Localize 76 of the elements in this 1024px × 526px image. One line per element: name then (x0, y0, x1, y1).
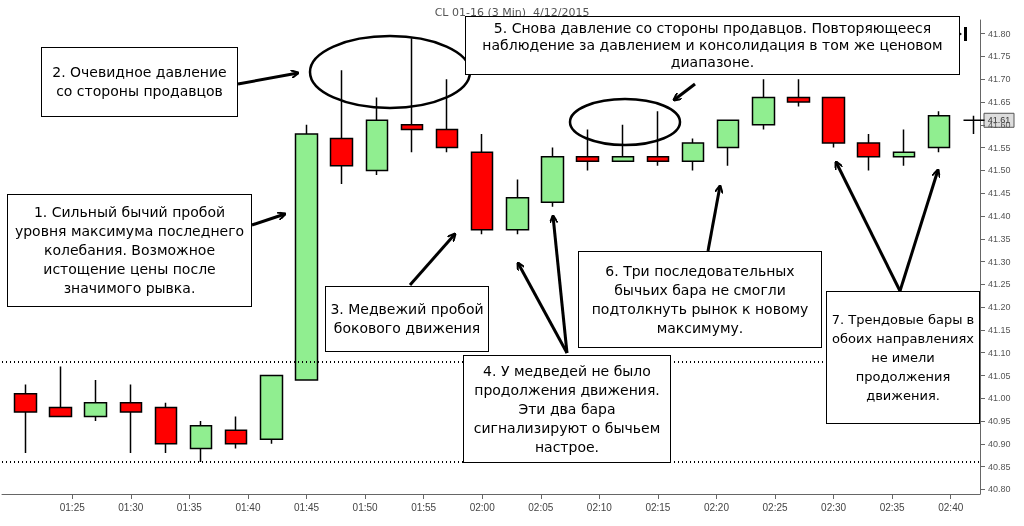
callout-box: 6. Три последовательных бычьих бара не смогли подтолкнуть рынок к новому максимуму. (578, 251, 822, 348)
annotation: 6. Три последовательных бычьих бара не смогли подтолкнуть рынок к новому максимуму. (590, 261, 810, 338)
annotation: 7. Трендовые бары в обоих направлениях не имели продолжения движения. (831, 311, 975, 405)
candlestick (575, 128, 600, 172)
candlestick (48, 365, 73, 418)
callout-box: 1. Сильный бычий пробой уровня максимума последнего колебания. Возможное истощение цены после значимого рывка. (7, 194, 252, 307)
candlestick (681, 137, 705, 172)
candlestick (470, 133, 494, 235)
candlestick (646, 110, 670, 167)
y-tick-label: 41.50 (988, 165, 1011, 176)
candlestick (611, 124, 635, 163)
x-tick-label: 02:20 (703, 501, 730, 513)
x-tick-label: 02:35 (879, 501, 906, 513)
candlestick (435, 78, 459, 153)
y-tick-label: 41.70 (988, 74, 1011, 85)
y-tick-label: 41.55 (988, 142, 1011, 153)
x-tick-label: 02:15 (645, 501, 671, 513)
candlestick (751, 78, 776, 131)
candlestick (540, 146, 565, 208)
y-tick-label: 40.85 (988, 461, 1011, 472)
y-tick-label: 41.30 (988, 256, 1011, 267)
candlestick (927, 110, 951, 153)
y-tick-label: 41.45 (988, 188, 1011, 199)
y-tick-label: 40.80 (988, 484, 1011, 495)
annotation: 4. У медведей не было продолжения движения. Эти два бара сигнализируют о бычьем настрое. (472, 361, 662, 457)
callout-box: 4. У медведей не было продолжения движения. Эти два бара сигнализируют о бычьем настрое. (463, 355, 671, 463)
y-tick-label: 41.80 (988, 28, 1011, 39)
annotation: 1. Сильный бычий пробой уровня максимума последнего колебания. Возможное истощение цены после значимого рывка. (13, 203, 246, 298)
callout-box: 7. Трендовые бары в обоих направлениях не имели продолжения движения. (826, 291, 980, 424)
callout-box: 5. Снова давление со стороны продавцов. Повторяющееся наблюдение за давлением и консолидация в том же ценовом диапазоне. (465, 16, 960, 75)
x-tick-label: 01:30 (118, 501, 144, 513)
candlestick (365, 96, 389, 176)
x-tick-label: 01:50 (352, 501, 379, 513)
y-tick-label: 41.05 (988, 370, 1011, 381)
annotation: 5. Снова давление со стороны продавцов. Повторяющееся наблюдение за давлением и консолидация в том же ценовом диапазоне. (481, 20, 944, 71)
x-tick-label: 01:35 (176, 501, 203, 513)
x-tick-label: 02:40 (938, 501, 964, 513)
candlestick (505, 178, 530, 235)
candlestick (786, 78, 811, 108)
x-tick-label: 02:10 (586, 501, 613, 513)
x-tick-label: 01:55 (411, 501, 437, 513)
y-tick-label: 41.15 (988, 324, 1011, 335)
candlestick (892, 128, 916, 167)
y-tick-label: 41.00 (988, 393, 1011, 404)
y-tick-label: 41.35 (988, 233, 1011, 244)
candlestick (329, 69, 354, 185)
x-tick-label: 02:30 (821, 501, 847, 513)
annotation: 2. Очевидное давление со стороны продавцов (51, 63, 228, 101)
candlestick (119, 383, 143, 454)
y-tick-label: 40.90 (988, 438, 1011, 449)
y-tick-label: 41.10 (988, 347, 1011, 358)
x-tick-label: 02:25 (762, 501, 788, 513)
candlestick (154, 402, 178, 454)
y-tick-label: 41.65 (988, 97, 1011, 108)
x-tick-label: 01:25 (59, 501, 86, 513)
candlestick (13, 383, 38, 454)
candlestick (856, 133, 881, 172)
chart-title: CL 01-16 (3 Min) 4/12/2015 (434, 6, 590, 19)
candlestick (821, 96, 846, 149)
annotation: 3. Медвежий пробой бокового движения (330, 300, 484, 338)
y-tick-label: 41.40 (988, 210, 1011, 221)
x-tick-label: 02:00 (469, 501, 496, 513)
x-tick-label: 01:40 (235, 501, 261, 513)
y-tick-label: 41.75 (988, 51, 1011, 62)
candlestick (400, 37, 424, 153)
candlestick (83, 379, 108, 422)
callout-box: 3. Медвежий пробой бокового движения (325, 286, 489, 352)
y-tick-label: 40.95 (988, 416, 1011, 427)
y-tick-label: 41.25 (988, 279, 1011, 290)
candlestick (716, 119, 740, 167)
candlestick (259, 374, 284, 445)
candlestick (224, 415, 248, 450)
x-tick-label: 02:05 (528, 501, 554, 513)
y-tick-label: 41.20 (988, 302, 1011, 313)
callout-box: 2. Очевидное давление со стороны продавцов (41, 47, 238, 117)
x-tick-label: 01:45 (294, 501, 320, 513)
